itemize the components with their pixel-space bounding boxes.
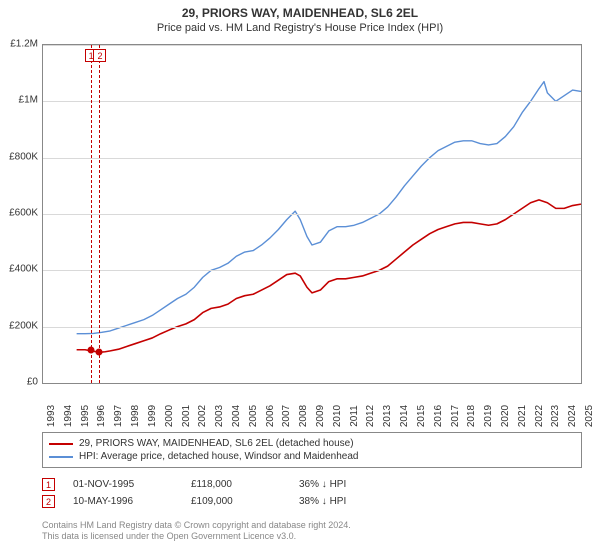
x-tick-label: 2016 — [433, 405, 444, 427]
gridline — [43, 214, 581, 215]
x-tick-label: 2023 — [550, 405, 561, 427]
x-tick-label: 1993 — [46, 405, 57, 427]
series-property — [77, 200, 581, 352]
y-tick-label: £600K — [0, 208, 38, 219]
x-tick-label: 2007 — [281, 405, 292, 427]
x-tick-label: 2008 — [298, 405, 309, 427]
x-tick-label: 2001 — [181, 405, 192, 427]
x-tick-label: 2011 — [349, 405, 360, 427]
gridline — [43, 158, 581, 159]
x-tick-label: 2003 — [214, 405, 225, 427]
sale-dot — [96, 349, 103, 356]
legend-item: HPI: Average price, detached house, Wind… — [49, 450, 575, 463]
sale-number-badge: 2 — [42, 495, 55, 508]
sale-delta: 36% ↓ HPI — [299, 479, 346, 490]
sale-delta: 38% ↓ HPI — [299, 496, 346, 507]
chart-subtitle: Price paid vs. HM Land Registry's House … — [0, 20, 600, 38]
gridline — [43, 101, 581, 102]
sale-marker-box: 2 — [93, 49, 106, 62]
x-tick-label: 2024 — [567, 405, 578, 427]
x-tick-label: 2017 — [450, 405, 461, 427]
x-tick-label: 2022 — [534, 405, 545, 427]
y-tick-label: £1.2M — [0, 39, 38, 50]
sale-price: £109,000 — [191, 496, 281, 507]
legend-swatch — [49, 443, 73, 445]
attribution-line1: Contains HM Land Registry data © Crown c… — [42, 520, 582, 531]
x-tick-label: 1998 — [130, 405, 141, 427]
chart-title: 29, PRIORS WAY, MAIDENHEAD, SL6 2EL — [0, 0, 600, 20]
legend-label: HPI: Average price, detached house, Wind… — [79, 451, 358, 462]
x-tick-label: 2010 — [332, 405, 343, 427]
x-tick-label: 1997 — [113, 405, 124, 427]
x-tick-label: 2019 — [483, 405, 494, 427]
sale-marker-line — [99, 45, 100, 383]
series-hpi — [77, 82, 581, 334]
gridline — [43, 45, 581, 46]
legend-label: 29, PRIORS WAY, MAIDENHEAD, SL6 2EL (det… — [79, 438, 354, 449]
x-tick-label: 2002 — [197, 405, 208, 427]
legend-item: 29, PRIORS WAY, MAIDENHEAD, SL6 2EL (det… — [49, 437, 575, 450]
sale-date: 01-NOV-1995 — [73, 479, 173, 490]
plot-area: 12 — [42, 44, 582, 384]
x-tick-label: 1995 — [80, 405, 91, 427]
y-tick-label: £200K — [0, 320, 38, 331]
x-tick-label: 2005 — [248, 405, 259, 427]
x-tick-label: 2025 — [584, 405, 595, 427]
sales-table: 1 01-NOV-1995 £118,000 36% ↓ HPI 2 10-MAY-199… — [42, 476, 582, 510]
x-tick-label: 1994 — [63, 405, 74, 427]
x-tick-label: 2004 — [231, 405, 242, 427]
gridline — [43, 270, 581, 271]
x-tick-label: 2020 — [500, 405, 511, 427]
chart-container: 29, PRIORS WAY, MAIDENHEAD, SL6 2EL Pric… — [0, 0, 600, 560]
x-tick-label: 2014 — [399, 405, 410, 427]
x-tick-label: 2009 — [315, 405, 326, 427]
sale-marker-line — [91, 45, 92, 383]
x-tick-label: 2012 — [365, 405, 376, 427]
y-tick-label: £0 — [0, 377, 38, 388]
y-tick-label: £400K — [0, 264, 38, 275]
attribution-line2: This data is licensed under the Open Gov… — [42, 531, 582, 542]
x-tick-label: 2006 — [265, 405, 276, 427]
sale-dot — [87, 346, 94, 353]
x-tick-label: 1999 — [147, 405, 158, 427]
x-tick-label: 2015 — [416, 405, 427, 427]
sale-number-badge: 1 — [42, 478, 55, 491]
legend-swatch — [49, 456, 73, 458]
x-tick-label: 1996 — [96, 405, 107, 427]
y-tick-label: £800K — [0, 151, 38, 162]
attribution: Contains HM Land Registry data © Crown c… — [42, 520, 582, 543]
y-tick-label: £1M — [0, 95, 38, 106]
sale-row: 2 10-MAY-1996 £109,000 38% ↓ HPI — [42, 493, 582, 510]
sale-price: £118,000 — [191, 479, 281, 490]
gridline — [43, 327, 581, 328]
x-tick-label: 2021 — [517, 405, 528, 427]
legend: 29, PRIORS WAY, MAIDENHEAD, SL6 2EL (det… — [42, 432, 582, 468]
x-tick-label: 2018 — [466, 405, 477, 427]
x-tick-label: 2000 — [164, 405, 175, 427]
x-tick-label: 2013 — [382, 405, 393, 427]
sale-row: 1 01-NOV-1995 £118,000 36% ↓ HPI — [42, 476, 582, 493]
sale-date: 10-MAY-1996 — [73, 496, 173, 507]
